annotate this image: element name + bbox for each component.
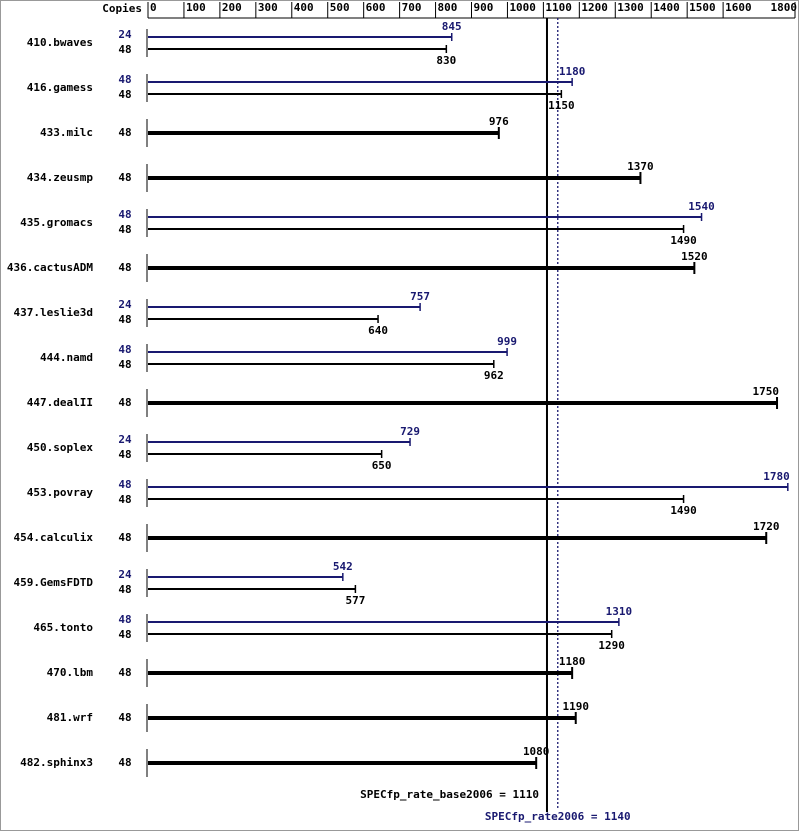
value-label: 1080 xyxy=(523,745,550,758)
x-tick-label: 800 xyxy=(438,1,458,14)
value-label: 577 xyxy=(345,594,365,607)
category-label: 434.zeusmp xyxy=(27,171,94,184)
copies: 48 xyxy=(118,223,131,236)
x-tick-label: 1800 xyxy=(771,1,798,14)
category-label: 437.leslie3d xyxy=(14,306,93,319)
value-label: 976 xyxy=(489,115,509,128)
copies: 48 xyxy=(118,756,131,769)
copies-header: Copies xyxy=(102,2,142,15)
category-label: 447.dealII xyxy=(27,396,93,409)
value-label: 542 xyxy=(333,560,353,573)
copies: 24 xyxy=(118,28,132,41)
copies: 48 xyxy=(118,358,131,371)
category-label: 416.gamess xyxy=(27,81,93,94)
copies: 48 xyxy=(118,396,131,409)
copies: 48 xyxy=(118,448,131,461)
value-label: 1750 xyxy=(753,385,780,398)
value-label: 1310 xyxy=(606,605,633,618)
category-label: 435.gromacs xyxy=(20,216,93,229)
reference-label: SPECfp_rate2006 = 1140 xyxy=(485,810,631,823)
value-label: 1720 xyxy=(753,520,780,533)
category-label: 450.soplex xyxy=(27,441,94,454)
reference-label: SPECfp_rate_base2006 = 1110 xyxy=(360,788,539,801)
value-label: 1490 xyxy=(670,504,697,517)
category-label: 459.GemsFDTD xyxy=(14,576,94,589)
copies: 48 xyxy=(118,88,131,101)
x-tick-label: 1600 xyxy=(725,1,752,14)
x-tick-label: 200 xyxy=(222,1,242,14)
value-label: 830 xyxy=(436,54,456,67)
x-tick-label: 500 xyxy=(330,1,350,14)
copies: 48 xyxy=(118,478,131,491)
value-label: 1180 xyxy=(559,655,586,668)
value-label: 757 xyxy=(410,290,430,303)
value-label: 999 xyxy=(497,335,517,348)
value-label: 729 xyxy=(400,425,420,438)
copies: 48 xyxy=(118,493,131,506)
x-tick-label: 1400 xyxy=(653,1,680,14)
x-tick-label: 300 xyxy=(258,1,278,14)
x-tick-label: 1500 xyxy=(689,1,716,14)
x-tick-label: 1200 xyxy=(581,1,608,14)
x-tick-label: 1000 xyxy=(509,1,536,14)
value-label: 1370 xyxy=(627,160,654,173)
copies: 48 xyxy=(118,343,131,356)
copies: 48 xyxy=(118,261,131,274)
copies: 24 xyxy=(118,298,132,311)
value-label: 1520 xyxy=(681,250,708,263)
copies: 48 xyxy=(118,208,131,221)
category-label: 436.cactusADM xyxy=(7,261,93,274)
category-label: 481.wrf xyxy=(47,711,93,724)
x-tick-label: 100 xyxy=(186,1,206,14)
copies: 48 xyxy=(118,628,131,641)
value-label: 1490 xyxy=(670,234,697,247)
value-label: 962 xyxy=(484,369,504,382)
value-label: 845 xyxy=(442,20,462,33)
category-label: 444.namd xyxy=(40,351,93,364)
copies: 24 xyxy=(118,568,132,581)
copies: 48 xyxy=(118,531,131,544)
x-tick-label: 1300 xyxy=(617,1,644,14)
value-label: 1780 xyxy=(763,470,790,483)
x-tick-label: 0 xyxy=(150,1,157,14)
copies: 48 xyxy=(118,313,131,326)
copies: 48 xyxy=(118,126,131,139)
copies: 48 xyxy=(118,73,131,86)
x-tick-label: 600 xyxy=(366,1,386,14)
copies: 24 xyxy=(118,433,132,446)
x-tick-label: 700 xyxy=(402,1,422,14)
value-label: 1290 xyxy=(598,639,625,652)
copies: 48 xyxy=(118,43,131,56)
category-label: 453.povray xyxy=(27,486,94,499)
value-label: 1180 xyxy=(559,65,586,78)
copies: 48 xyxy=(118,613,131,626)
value-label: 1190 xyxy=(562,700,589,713)
value-label: 1150 xyxy=(548,99,575,112)
copies: 48 xyxy=(118,666,131,679)
category-label: 410.bwaves xyxy=(27,36,93,49)
value-label: 640 xyxy=(368,324,388,337)
copies: 48 xyxy=(118,583,131,596)
copies: 48 xyxy=(118,171,131,184)
x-tick-label: 900 xyxy=(474,1,494,14)
category-label: 482.sphinx3 xyxy=(20,756,93,769)
x-tick-label: 400 xyxy=(294,1,314,14)
value-label: 1540 xyxy=(688,200,715,213)
value-label: 650 xyxy=(372,459,392,472)
copies: 48 xyxy=(118,711,131,724)
category-label: 454.calculix xyxy=(14,531,94,544)
category-label: 433.milc xyxy=(40,126,93,139)
x-tick-label: 1100 xyxy=(545,1,572,14)
category-label: 465.tonto xyxy=(33,621,93,634)
category-label: 470.lbm xyxy=(47,666,94,679)
